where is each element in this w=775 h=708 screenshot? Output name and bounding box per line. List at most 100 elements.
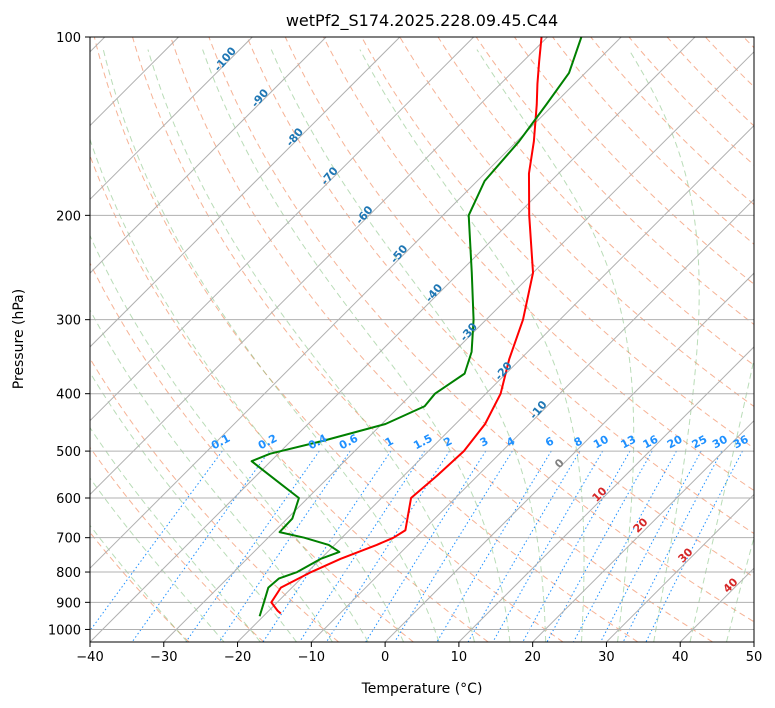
dry-adiabat	[132, 37, 639, 642]
isotherm-line	[532, 419, 754, 642]
x-tick-label: 20	[524, 650, 541, 665]
dry-adiabat	[90, 531, 190, 642]
isotherm-line	[606, 493, 754, 642]
moist-adiabat	[90, 234, 369, 642]
moist-adiabat	[90, 371, 297, 642]
moist-adiabat	[202, 49, 511, 642]
dry-adiabat	[90, 154, 489, 642]
dry-adiabat	[628, 37, 754, 166]
mixing-ratio-line	[522, 450, 631, 642]
isotherm-line	[90, 37, 401, 348]
isotherm-line	[90, 37, 327, 274]
x-tick-label: 0	[381, 650, 389, 665]
isotherm-line	[90, 37, 548, 496]
mixing-ratio-line	[546, 450, 653, 642]
x-tick-label: 10	[451, 650, 468, 665]
moist-adiabat	[147, 49, 475, 642]
chart-title: wetPf2_S174.2025.228.09.45.C44	[286, 11, 558, 31]
moist-adiabat	[359, 49, 585, 642]
dry-adiabat	[90, 357, 339, 642]
mixing-ratio-label: 1	[383, 434, 396, 449]
moist-adiabat	[90, 137, 405, 642]
moist-adiabat	[90, 477, 225, 642]
y-tick-label: 400	[56, 388, 81, 403]
x-tick-label: −20	[224, 650, 251, 665]
dry-adiabat	[90, 262, 414, 642]
x-tick-label: −30	[150, 650, 177, 665]
moist-adiabat-label: 0	[552, 456, 567, 471]
isotherm-label: -100	[211, 44, 239, 74]
x-tick-label: 50	[746, 650, 763, 665]
mixing-ratio-line	[185, 450, 320, 642]
dry-adiabat	[361, 37, 754, 449]
isotherm-line	[679, 567, 754, 642]
mixing-ratio-line	[622, 450, 723, 642]
isotherm-line	[90, 37, 475, 422]
mixing-ratio-label: 6	[543, 434, 556, 449]
dry-adiabat	[399, 37, 754, 408]
dry-adiabat	[552, 37, 754, 245]
y-tick-label: 300	[56, 314, 81, 329]
mixing-ratio-label: 8	[572, 434, 585, 449]
dry-adiabat	[475, 37, 754, 326]
isotherm-label: -70	[318, 164, 341, 188]
dry-adiabat	[514, 37, 754, 285]
dry-adiabat	[743, 37, 754, 49]
pressure-gridlines	[90, 37, 754, 642]
mixing-ratio-line	[600, 450, 702, 642]
isotherm-line	[458, 346, 754, 642]
dry-adiabat	[93, 37, 564, 642]
mixing-ratio-label: 3	[478, 434, 491, 449]
dry-adiabat	[284, 37, 754, 535]
mixing-ratio-label: 16	[641, 433, 661, 452]
mixing-ratio-line	[262, 450, 392, 642]
mixing-ratio-line	[365, 450, 487, 642]
dewpoint-profile-line	[250, 37, 583, 617]
isotherm-label: -60	[353, 203, 376, 227]
x-tick-label: −10	[298, 650, 325, 665]
isotherm-line	[90, 37, 253, 201]
mixing-ratio-label: 1.5	[411, 432, 434, 453]
isotherm-line	[90, 37, 696, 642]
isotherm-label: -90	[249, 86, 272, 110]
moist-adiabat	[726, 535, 754, 642]
isotherm-line	[753, 641, 754, 642]
moist-adiabat-label: 20	[631, 515, 651, 535]
y-tick-label: 1000	[48, 623, 81, 638]
plot-frame	[89, 36, 755, 643]
mixing-ratio-label: 30	[710, 433, 730, 452]
dry-adiabat	[170, 37, 713, 642]
moist-adiabat	[628, 49, 700, 642]
dry-adiabat	[208, 37, 754, 623]
y-tick-label: 600	[56, 492, 81, 507]
isotherm-line	[384, 272, 754, 642]
dry-adiabat	[704, 37, 754, 88]
x-tick-label: 30	[598, 650, 615, 665]
moist-adiabat	[476, 49, 635, 642]
y-tick-label: 700	[56, 532, 81, 547]
dry-adiabat	[323, 37, 754, 492]
x-tick-label: −40	[76, 650, 103, 665]
mixing-ratio-label: 2	[441, 434, 454, 449]
dry-adiabat	[437, 37, 754, 366]
axes: −40 −30 −20 −10 0 10 20 30 40 5010020030040050060…	[48, 31, 762, 665]
y-tick-label: 500	[56, 445, 81, 460]
x-tick-label: 40	[672, 650, 689, 665]
moist-adiabat	[90, 426, 261, 642]
mixing-ratio-label: 20	[665, 433, 685, 452]
mixing-ratio-line	[218, 450, 351, 642]
isotherm-label: -20	[492, 359, 515, 383]
moist-adiabat	[689, 356, 754, 642]
mixing-ratio-label: 25	[690, 433, 710, 452]
mixing-ratio-label: 13	[619, 433, 639, 452]
dry-adiabat	[246, 37, 754, 578]
mixing-ratio-line	[299, 450, 426, 642]
isotherm-line	[90, 37, 622, 569]
mixing-ratio-label: 0.4	[306, 432, 330, 453]
mixing-ratio-line	[436, 450, 552, 642]
isotherm-label: -30	[457, 320, 480, 344]
mixing-ratio-line	[645, 450, 743, 642]
isotherm-label: -10	[527, 398, 550, 422]
mixing-ratio-label: 0.1	[209, 432, 232, 453]
